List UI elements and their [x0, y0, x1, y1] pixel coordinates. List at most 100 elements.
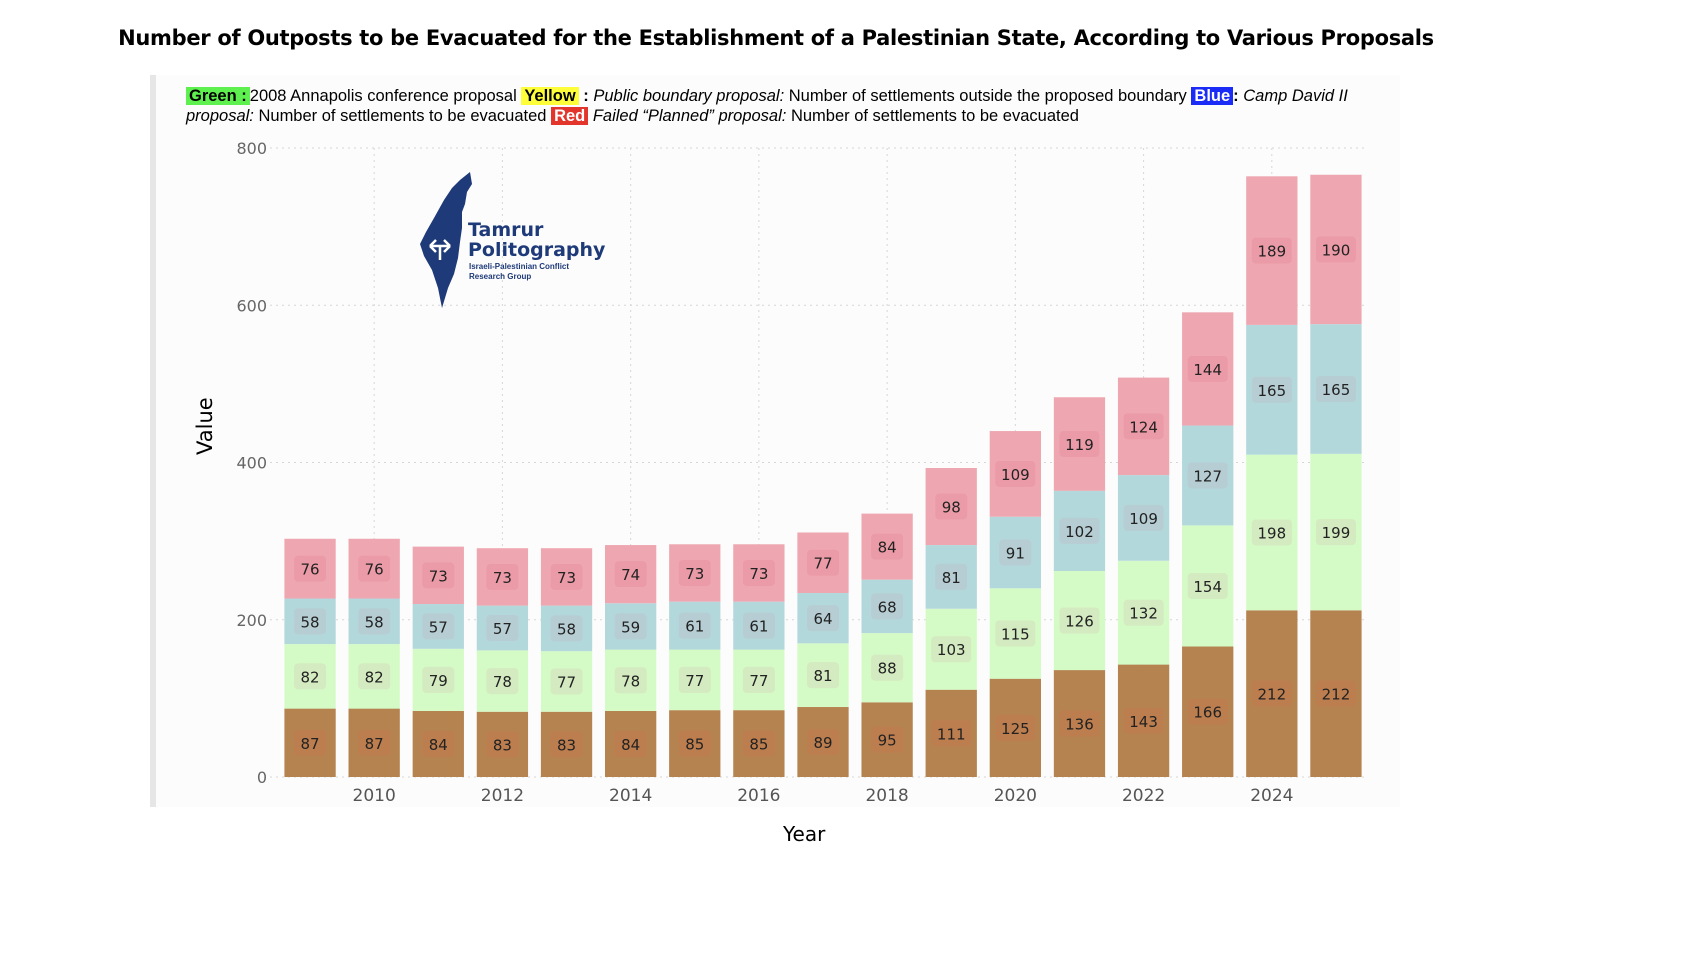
- data-label: 89: [813, 734, 832, 752]
- legend-blue-tag: Blue: [1191, 87, 1234, 105]
- data-label-bg: [422, 730, 455, 757]
- data-label: 57: [493, 620, 512, 638]
- chart-legend: Green :2008 Annapolis conference proposa…: [186, 86, 1396, 126]
- data-label: 143: [1129, 713, 1158, 731]
- data-label: 132: [1129, 605, 1158, 623]
- data-label-bg: [358, 663, 391, 690]
- data-label-bg: [294, 729, 327, 756]
- data-label-bg: [1123, 599, 1164, 626]
- bar-stack-2018: 95 88 68 84: [861, 513, 913, 777]
- data-label-bg: [931, 636, 972, 663]
- legend-yellow-colon: :: [578, 87, 594, 105]
- data-label-bg: [358, 608, 391, 635]
- data-label: 76: [365, 561, 384, 579]
- x-tick-label: 2022: [1122, 786, 1165, 806]
- data-label: 79: [429, 672, 448, 690]
- bar-stack-2017: 89 81 64 77: [797, 532, 849, 777]
- data-label: 77: [749, 672, 768, 690]
- x-tick-label: 2024: [1250, 786, 1293, 806]
- data-label: 124: [1129, 418, 1158, 436]
- data-label-bg: [1251, 376, 1292, 403]
- data-label-bg: [1187, 572, 1228, 599]
- data-label: 73: [749, 565, 768, 583]
- x-axis-label: Year: [783, 822, 826, 846]
- data-label: 61: [685, 618, 704, 636]
- data-label-bg: [1123, 707, 1164, 734]
- legend-blue-colon: :: [1233, 87, 1244, 105]
- x-tick-label: 2016: [737, 786, 780, 806]
- data-label-bg: [1315, 519, 1356, 546]
- data-label-bg: [871, 593, 904, 620]
- data-label-bg: [871, 654, 904, 681]
- data-label: 87: [301, 735, 320, 753]
- data-label: 87: [365, 735, 384, 753]
- data-label: 88: [878, 660, 897, 678]
- bar-stack-2025: 212 199 165 190: [1310, 174, 1362, 777]
- data-label-bg: [1059, 607, 1100, 634]
- x-tick-label: 2014: [609, 786, 652, 806]
- data-label: 68: [878, 598, 897, 616]
- legend-yellow-tag: Yellow: [521, 87, 579, 105]
- data-label: 98: [942, 499, 961, 517]
- data-label-bg: [1187, 698, 1228, 725]
- x-axis-ticks: 2010 2012 2014 2016 2018 2020 2022 2024: [353, 786, 1294, 806]
- bar-stack-2010: 87 82 58 76: [348, 538, 400, 777]
- data-label-bg: [550, 563, 583, 590]
- data-label-bg: [614, 561, 647, 588]
- legend-blue-text: Number of settlements to be evacuated: [253, 107, 552, 125]
- data-label-bg: [422, 666, 455, 693]
- data-label-bg: [486, 615, 519, 642]
- logo-subtitle-line2: Research Group: [469, 272, 532, 281]
- data-label: 78: [621, 672, 640, 690]
- bar-stack-2012: 83 78 57 73: [476, 548, 529, 777]
- data-label: 91: [1006, 545, 1025, 563]
- data-label-bg: [486, 668, 519, 695]
- data-label-bg: [678, 666, 711, 693]
- data-label-bg: [871, 726, 904, 753]
- data-label-bg: [1315, 680, 1356, 707]
- y-tick-label: 400: [236, 454, 267, 473]
- data-label: 59: [621, 618, 640, 636]
- data-label: 81: [942, 569, 961, 587]
- logo-name-line1: Tamrur: [468, 219, 544, 241]
- data-label: 82: [301, 668, 320, 686]
- data-label-bg: [935, 563, 968, 590]
- data-label: 58: [557, 620, 576, 638]
- data-label: 109: [1001, 466, 1030, 484]
- tamrur-politography-logo: Tamrur Politography Israeli-Palestinian …: [418, 170, 618, 310]
- data-label-bg: [550, 668, 583, 695]
- chart-title: Number of Outposts to be Evacuated for t…: [118, 26, 1434, 50]
- data-label: 84: [621, 736, 640, 754]
- data-label-bg: [486, 563, 519, 590]
- data-label: 111: [937, 725, 966, 743]
- x-tick-label: 2020: [994, 786, 1037, 806]
- data-label: 85: [749, 736, 768, 754]
- bar-stack-2009: 87 82 58 76: [284, 538, 336, 777]
- data-label-bg: [1315, 375, 1356, 402]
- data-label-bg: [999, 539, 1032, 566]
- bar-stack-2023: 166 154 127 144: [1182, 312, 1234, 777]
- x-tick-label: 2018: [865, 786, 908, 806]
- data-label: 212: [1322, 686, 1351, 704]
- data-label: 64: [813, 610, 832, 628]
- legend-red-text: Number of settlements to be evacuated: [786, 107, 1079, 125]
- data-label-bg: [1251, 237, 1292, 264]
- data-label: 84: [878, 539, 897, 557]
- data-label-bg: [422, 613, 455, 640]
- data-label-bg: [422, 562, 455, 589]
- data-label-bg: [486, 731, 519, 758]
- data-label-bg: [807, 729, 839, 756]
- legend-red-italic: Failed “Planned” proposal:: [588, 107, 787, 125]
- data-label: 57: [429, 618, 448, 636]
- data-label: 199: [1322, 524, 1351, 542]
- bar-stack-2014: 84 78 59 74: [605, 545, 657, 777]
- data-label: 102: [1065, 523, 1094, 541]
- data-label-bg: [1315, 236, 1356, 263]
- data-label: 144: [1193, 361, 1222, 379]
- logo-subtitle-line1: Israeli-Palestinian Conflict: [469, 262, 570, 271]
- data-label-bg: [1059, 517, 1100, 544]
- data-label: 189: [1258, 243, 1287, 261]
- data-label-bg: [1251, 680, 1292, 707]
- data-label: 77: [813, 555, 832, 573]
